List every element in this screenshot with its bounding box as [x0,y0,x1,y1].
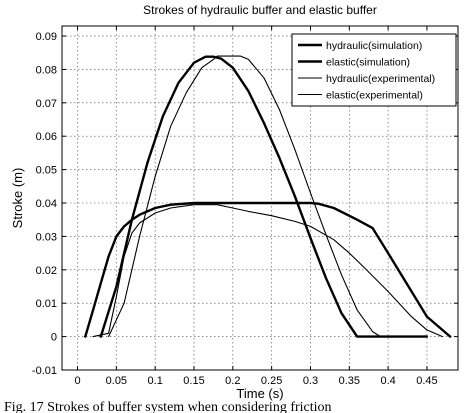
y-tick-label: 0.06 [36,131,57,143]
legend-label: elastic(simulation) [326,57,410,69]
y-tick-label: 0.03 [36,231,57,243]
legend: hydraulic(simulation) elastic(simulation)… [291,33,457,107]
series-line-elastic-simulation [99,55,429,338]
x-tick-label: 0.35 [339,375,360,387]
y-tick-label: 0.02 [36,265,57,277]
y-tick-label: 0.05 [36,165,57,177]
y-tick-label: 0 [51,332,57,344]
x-tick-label: 0.05 [106,375,127,387]
series-line-hydraulic-simulation [84,201,452,338]
series-line-hydraulic-experimental [92,204,444,338]
x-tick-label: 0 [74,375,80,387]
y-tick-label: 0.07 [36,98,57,110]
legend-label: hydraulic(simulation) [326,40,422,52]
figure-caption: Fig. 17 Strokes of buffer system when co… [4,401,332,413]
chart-title: Strokes of hydraulic buffer and elastic … [143,3,377,17]
tick-labels: 0 0.05 0.1 0.15 0.2 0.25 0.3 0.35 0.4 0.45 -0.01 0 0… [32,26,458,387]
plot-frame [61,25,459,371]
y-tick-label: 0.01 [36,298,57,310]
series-lines [84,55,452,338]
x-axis-label: Time (s) [236,386,283,401]
x-tick-label: 0.3 [303,375,318,387]
y-tick-label: 0.04 [36,198,57,210]
x-tick-label: 0.15 [183,375,204,387]
legend-label: hydraulic(experimental) [326,73,435,85]
x-tick-label: 0.1 [148,375,163,387]
y-tick-label: -0.01 [32,365,57,377]
x-tick-label: 0.4 [380,375,395,387]
y-axis-label: Stroke (m) [10,168,25,229]
y-tick-label: 0.09 [36,31,57,43]
legend-label: elastic(experimental) [326,90,423,102]
y-tick-label: 0.08 [36,64,57,76]
x-tick-label: 0.25 [261,375,282,387]
series-line-elastic-experimental [108,55,428,338]
x-tick-label: 0.2 [225,375,240,387]
x-tick-label: 0.45 [416,375,437,387]
